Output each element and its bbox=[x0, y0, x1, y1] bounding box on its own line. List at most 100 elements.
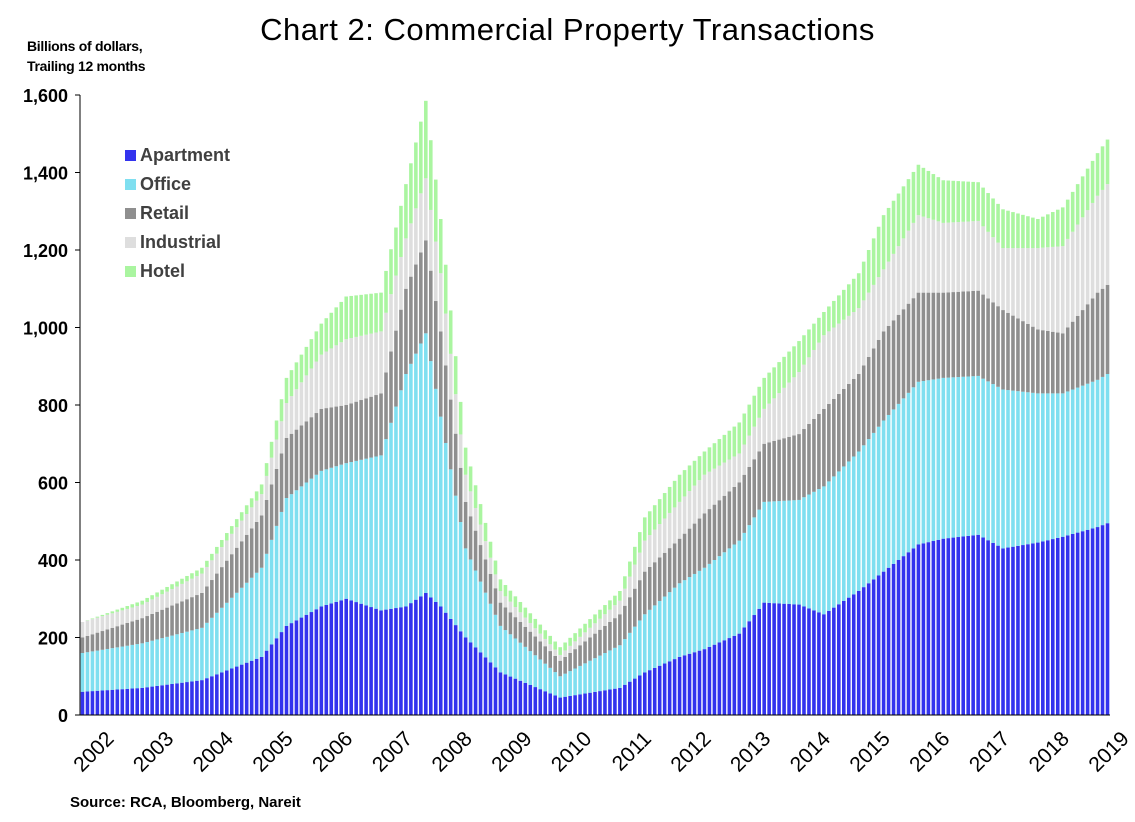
bar-industrial bbox=[125, 608, 130, 623]
bar-retail bbox=[896, 314, 901, 404]
bar-apartment bbox=[379, 610, 383, 716]
bar-hotel bbox=[354, 295, 358, 337]
bar-industrial bbox=[115, 611, 120, 627]
bar-office bbox=[488, 603, 493, 663]
bar-apartment bbox=[757, 608, 761, 715]
bar-industrial bbox=[394, 275, 398, 331]
bar-retail bbox=[667, 548, 672, 593]
bar-industrial bbox=[1050, 246, 1055, 332]
bar-office bbox=[155, 639, 159, 686]
y-tick-label: 800 bbox=[38, 396, 68, 416]
legend-swatch bbox=[125, 179, 136, 190]
bar-office bbox=[613, 647, 617, 689]
bar-office bbox=[419, 343, 423, 597]
bar-industrial bbox=[249, 507, 254, 529]
bar-hotel bbox=[1090, 160, 1095, 203]
bar-hotel bbox=[881, 215, 886, 270]
x-tick-label: 2017 bbox=[965, 727, 1014, 776]
bar-office bbox=[568, 671, 572, 696]
bar-office bbox=[234, 592, 239, 667]
bar-industrial bbox=[389, 294, 393, 352]
bar-office bbox=[399, 390, 403, 608]
bar-retail bbox=[817, 413, 821, 490]
bar-apartment bbox=[244, 662, 249, 715]
bar-office bbox=[876, 426, 881, 576]
bar-apartment bbox=[762, 602, 766, 716]
bar-office bbox=[762, 501, 766, 603]
bar-retail bbox=[404, 288, 408, 374]
bar-retail bbox=[633, 588, 637, 627]
bar-apartment bbox=[319, 606, 324, 715]
y-tick-label: 1,000 bbox=[23, 319, 68, 339]
bar-office bbox=[503, 630, 508, 675]
bar-apartment bbox=[205, 678, 209, 715]
bar-industrial bbox=[110, 613, 115, 628]
bar-hotel bbox=[971, 181, 975, 222]
bar-hotel bbox=[1011, 212, 1015, 249]
bar-hotel bbox=[682, 470, 687, 497]
bar-retail bbox=[737, 482, 742, 541]
bar-hotel bbox=[1105, 139, 1110, 185]
bar-office bbox=[722, 552, 727, 641]
bar-hotel bbox=[757, 386, 761, 418]
bar-industrial bbox=[618, 600, 622, 615]
bar-apartment bbox=[339, 600, 344, 715]
bar-retail bbox=[528, 631, 533, 652]
bar-industrial bbox=[578, 636, 582, 646]
bar-apartment bbox=[792, 604, 796, 715]
bar-industrial bbox=[349, 338, 353, 404]
bar-hotel bbox=[563, 642, 567, 651]
bar-office bbox=[438, 416, 443, 607]
bar-office bbox=[662, 596, 667, 664]
bar-retail bbox=[543, 646, 548, 664]
bar-industrial bbox=[244, 513, 249, 535]
bar-retail bbox=[1050, 331, 1055, 394]
bar-hotel bbox=[135, 602, 140, 607]
bar-retail bbox=[628, 597, 632, 633]
bar-retail bbox=[269, 484, 274, 540]
bar-office bbox=[971, 376, 975, 536]
legend-label: Apartment bbox=[140, 145, 231, 165]
bar-office bbox=[130, 644, 135, 689]
y-tick-label: 1,200 bbox=[23, 241, 68, 261]
bar-office bbox=[1060, 393, 1065, 537]
x-tick-label: 2011 bbox=[608, 727, 656, 775]
bar-office bbox=[344, 463, 348, 599]
bar-industrial bbox=[986, 231, 990, 299]
bar-retail bbox=[677, 538, 682, 584]
bar-industrial bbox=[1090, 202, 1095, 299]
bar-retail bbox=[508, 612, 513, 635]
bar-office bbox=[603, 653, 607, 691]
bar-hotel bbox=[677, 474, 682, 502]
bar-apartment bbox=[443, 612, 448, 715]
x-tick-label: 2005 bbox=[248, 727, 297, 776]
bar-office bbox=[493, 614, 498, 668]
bar-hotel bbox=[279, 399, 284, 422]
bar-apartment bbox=[1095, 527, 1100, 715]
bar-apartment bbox=[1080, 531, 1085, 715]
bar-office bbox=[458, 522, 463, 632]
bar-retail bbox=[846, 383, 851, 462]
bar-hotel bbox=[180, 578, 184, 584]
bar-industrial bbox=[299, 382, 304, 426]
bar-office bbox=[861, 445, 866, 588]
bar-apartment bbox=[259, 656, 264, 716]
bar-apartment bbox=[165, 684, 169, 715]
bar-apartment bbox=[817, 612, 821, 715]
bar-office bbox=[1006, 390, 1010, 548]
bar-retail bbox=[234, 547, 239, 593]
bar-apartment bbox=[712, 644, 717, 715]
bar-office bbox=[1031, 392, 1035, 544]
bar-office bbox=[334, 466, 339, 602]
bar-hotel bbox=[220, 539, 224, 548]
bar-retail bbox=[374, 395, 378, 457]
bar-office bbox=[244, 582, 249, 663]
bar-hotel bbox=[314, 331, 319, 362]
bar-hotel bbox=[981, 187, 985, 227]
bar-apartment bbox=[404, 606, 408, 715]
bar-industrial bbox=[1001, 248, 1005, 311]
bar-office bbox=[105, 648, 110, 691]
bar-industrial bbox=[503, 596, 508, 608]
bar-office bbox=[324, 469, 329, 605]
bar-office bbox=[339, 464, 344, 601]
